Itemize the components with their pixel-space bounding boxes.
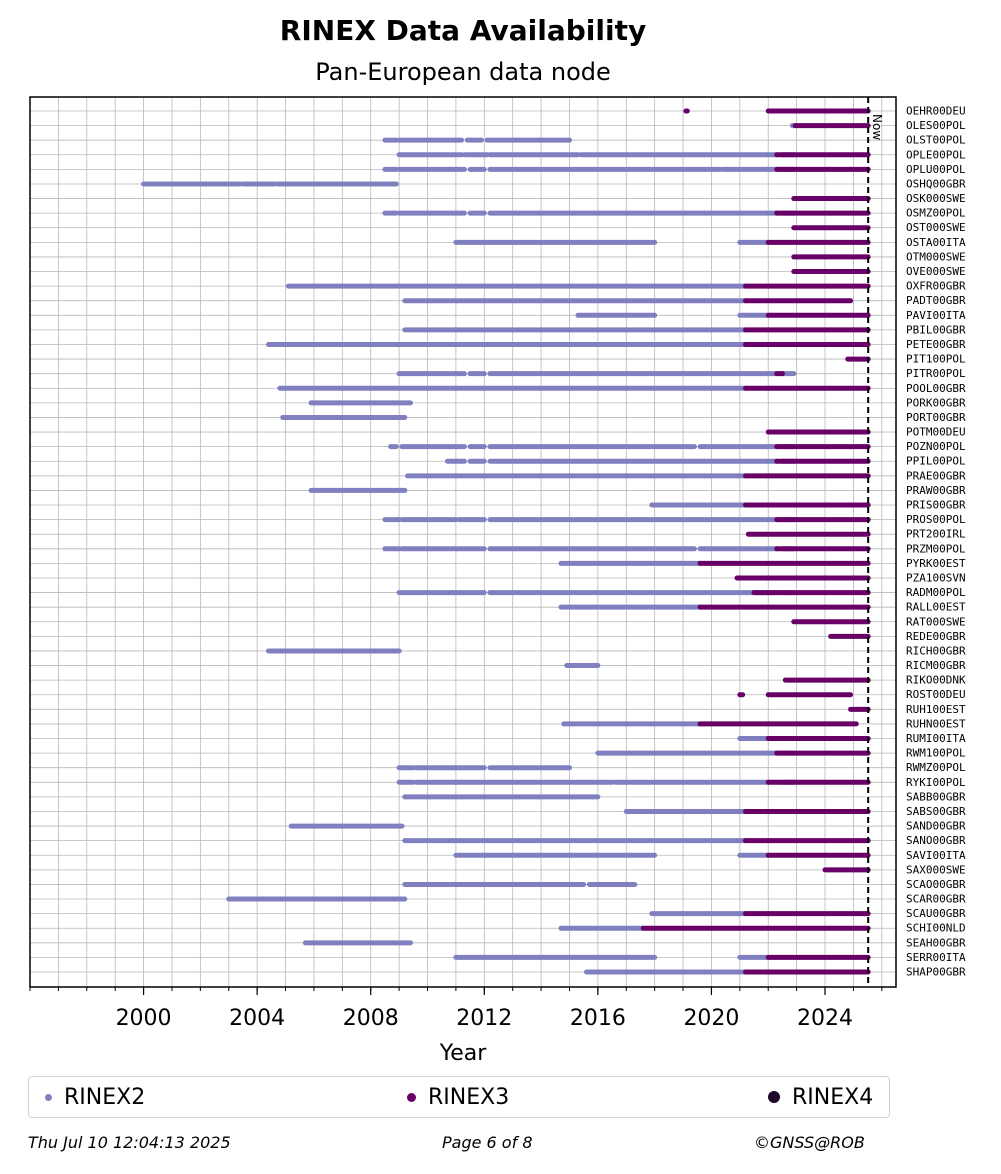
footer-page: Page 6 of 8 (442, 1133, 533, 1152)
station-label: SCAU00GBR (906, 907, 966, 920)
station-label: RUH100EST (906, 703, 966, 716)
station-label: RWM100POL (906, 747, 966, 760)
station-label: PBIL00GBR (906, 323, 966, 336)
station-label: PRT200IRL (906, 528, 966, 541)
footer-copyright: ©GNSS@ROB (754, 1133, 865, 1152)
station-label: PAVI00ITA (906, 309, 966, 322)
station-label: SAX000SWE (906, 863, 966, 876)
station-label: PADT00GBR (906, 294, 966, 307)
station-label: PPIL00POL (906, 455, 966, 468)
footer-date: Thu Jul 10 12:04:13 2025 (28, 1133, 231, 1152)
station-label: PRZM00POL (906, 542, 966, 555)
station-label: OSK000SWE (906, 192, 966, 205)
station-label: PRIS00GBR (906, 499, 966, 512)
station-label: PORK00GBR (906, 396, 966, 409)
x-tick-label-2000: 2000 (116, 1006, 172, 1031)
x-tick-label-2020: 2020 (683, 1006, 739, 1031)
station-label: RADM00POL (906, 586, 966, 599)
station-label: SHAP00GBR (906, 966, 966, 979)
x-tick-label-2016: 2016 (570, 1006, 626, 1031)
station-label: PROS00POL (906, 513, 966, 526)
station-label: SANO00GBR (906, 834, 966, 847)
legend-label-rinex4: RINEX4 (792, 1084, 874, 1110)
station-label: PETE00GBR (906, 338, 966, 351)
now-label: Now (870, 114, 884, 140)
station-label: RICM00GBR (906, 659, 966, 672)
station-label: PRAW00GBR (906, 484, 966, 497)
legend-item-rinex2: RINEX2 (45, 1083, 145, 1111)
legend-label-rinex3: RINEX3 (428, 1084, 510, 1110)
station-label: SEAH00GBR (906, 936, 966, 949)
station-label: POOL00GBR (906, 382, 966, 395)
legend-item-rinex3: RINEX3 (407, 1083, 509, 1111)
legend-marker-rinex2 (45, 1093, 52, 1101)
station-label: OEHR00DEU (906, 105, 966, 118)
station-label: RUMI00ITA (906, 732, 966, 745)
station-label: OVE000SWE (906, 265, 966, 278)
station-label: PORT00GBR (906, 411, 966, 424)
station-label: OLES00POL (906, 119, 966, 132)
legend-marker-rinex4 (768, 1091, 780, 1103)
legend-item-rinex4: RINEX4 (768, 1083, 873, 1111)
station-label: RUHN00EST (906, 717, 966, 730)
x-tick-label-2008: 2008 (343, 1006, 399, 1031)
station-label: PRAE00GBR (906, 469, 966, 482)
station-label: OSMZ00POL (906, 207, 966, 220)
x-tick-label-2024: 2024 (797, 1006, 853, 1031)
station-label: ROST00DEU (906, 688, 966, 701)
x-axis-label: Year (439, 1041, 488, 1066)
station-label: PIT100POL (906, 353, 966, 366)
station-label: SCAR00GBR (906, 893, 966, 906)
x-tick-label-2004: 2004 (229, 1006, 285, 1031)
plot-frame (29, 96, 897, 988)
legend-marker-rinex3 (407, 1092, 416, 1102)
station-label: OSHQ00GBR (906, 177, 966, 190)
x-tick-label-2012: 2012 (456, 1006, 512, 1031)
station-label: OST000SWE (906, 221, 966, 234)
station-label: PYRK00EST (906, 557, 966, 570)
station-label: POZN00POL (906, 440, 966, 453)
station-label: RAT000SWE (906, 615, 966, 628)
station-label: SABB00GBR (906, 790, 966, 803)
station-label: OPLU00POL (906, 163, 966, 176)
station-label: OTM000SWE (906, 250, 966, 263)
station-label: PITR00POL (906, 367, 966, 380)
station-label: RICH00GBR (906, 644, 966, 657)
station-label: RALL00EST (906, 601, 966, 614)
station-label: SERR00ITA (906, 951, 966, 964)
station-label: RWMZ00POL (906, 761, 966, 774)
station-label: OXFR00GBR (906, 280, 966, 293)
station-label: SABS00GBR (906, 805, 966, 818)
chart-subtitle: Pan-European data node (315, 58, 611, 86)
legend: RINEX2 RINEX3 RINEX4 (28, 1076, 890, 1118)
station-label: PZA100SVN (906, 571, 966, 584)
legend-label-rinex2: RINEX2 (64, 1084, 146, 1110)
chart-title: RINEX Data Availability (279, 14, 647, 47)
station-label: RYKI00POL (906, 776, 966, 789)
station-label: POTM00DEU (906, 426, 966, 439)
station-label: OSTA00ITA (906, 236, 966, 249)
station-label: SAND00GBR (906, 820, 966, 833)
station-label: SAVI00ITA (906, 849, 966, 862)
station-label: SCHI00NLD (906, 922, 966, 935)
station-label: OLST00POL (906, 134, 966, 147)
station-label: RIKO00DNK (906, 674, 966, 687)
station-label: REDE00GBR (906, 630, 966, 643)
station-label: OPLE00POL (906, 148, 966, 161)
station-label: SCAO00GBR (906, 878, 966, 891)
